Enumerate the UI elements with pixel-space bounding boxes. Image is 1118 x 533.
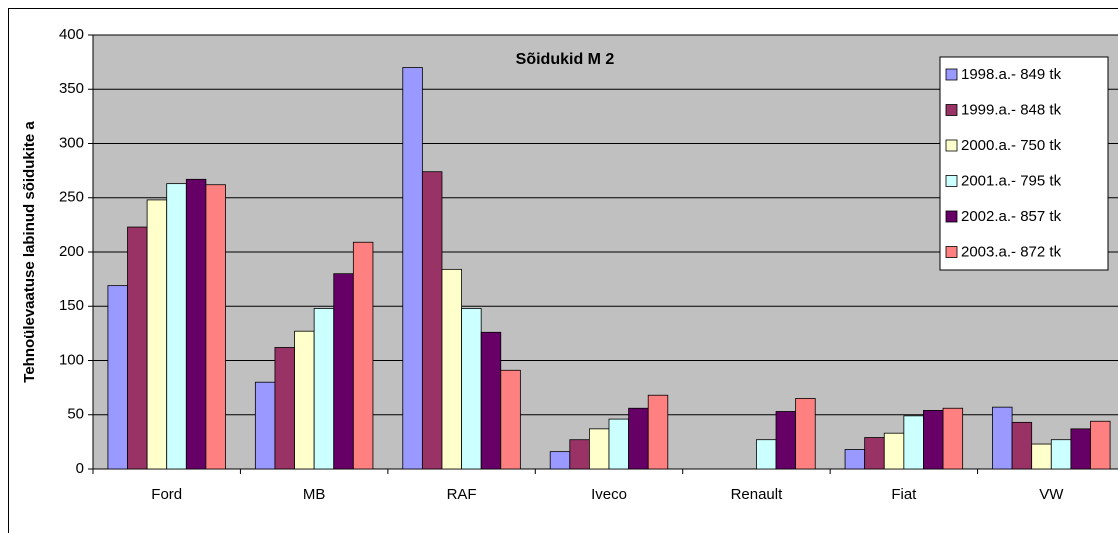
legend-label: 2001.a.- 795 tk bbox=[961, 172, 1062, 189]
legend-label: 1998.a.- 849 tk bbox=[961, 66, 1062, 83]
legend-box bbox=[939, 56, 1109, 271]
bar bbox=[402, 67, 423, 470]
bar bbox=[352, 241, 374, 470]
x-tick-label: RAF bbox=[447, 486, 477, 503]
legend-label: 2003.a.- 872 tk bbox=[961, 243, 1062, 260]
bar bbox=[569, 439, 590, 470]
legend-swatch bbox=[945, 104, 958, 116]
y-tick-label: 100 bbox=[59, 351, 84, 368]
y-tick-label: 350 bbox=[59, 80, 84, 97]
bar bbox=[1011, 421, 1033, 470]
bar bbox=[107, 285, 128, 470]
x-tick-label: Ford bbox=[151, 486, 182, 503]
bar bbox=[903, 415, 924, 470]
bar bbox=[992, 406, 1013, 470]
x-tick-label: Fiat bbox=[891, 486, 917, 503]
bar bbox=[942, 407, 964, 470]
x-tick-label: VW bbox=[1039, 486, 1064, 503]
x-tick-label: Renault bbox=[731, 486, 784, 503]
bar bbox=[1090, 420, 1111, 470]
y-tick-label: 0 bbox=[76, 460, 84, 477]
bar bbox=[589, 428, 610, 470]
bar bbox=[166, 183, 187, 470]
bar bbox=[127, 226, 148, 470]
bar bbox=[441, 268, 462, 470]
legend-swatch bbox=[945, 210, 958, 223]
bar bbox=[628, 407, 649, 470]
x-tick-label: Iveco bbox=[591, 486, 627, 503]
bar bbox=[608, 418, 630, 470]
bar bbox=[294, 330, 315, 470]
bar bbox=[864, 437, 885, 470]
bar bbox=[1070, 428, 1091, 470]
bar bbox=[421, 171, 443, 470]
bar bbox=[205, 184, 226, 470]
bar bbox=[883, 432, 905, 470]
legend-swatch bbox=[945, 175, 958, 187]
bar bbox=[274, 347, 295, 470]
bar bbox=[461, 308, 482, 470]
bar bbox=[333, 273, 354, 470]
bar bbox=[756, 439, 777, 470]
chart-title: Sõidukid M 2 bbox=[516, 51, 615, 68]
bar bbox=[185, 178, 207, 470]
legend-swatch bbox=[945, 68, 958, 81]
bar bbox=[775, 411, 797, 470]
bar bbox=[549, 451, 571, 470]
y-tick-label: 400 bbox=[59, 26, 84, 43]
legend-label: 1999.a.- 848 tk bbox=[961, 101, 1062, 118]
y-tick-label: 50 bbox=[67, 406, 84, 423]
bar bbox=[480, 331, 502, 470]
y-tick-label: 300 bbox=[59, 134, 84, 151]
y-tick-label: 250 bbox=[59, 189, 84, 206]
legend-label: 2002.a.- 857 tk bbox=[961, 208, 1062, 225]
bar bbox=[146, 199, 168, 470]
bar bbox=[923, 410, 944, 470]
bar bbox=[1050, 439, 1072, 470]
bar bbox=[647, 394, 669, 470]
bar bbox=[844, 449, 866, 470]
legend-swatch bbox=[945, 139, 958, 152]
y-tick-label: 200 bbox=[59, 243, 84, 260]
y-axis-label: Tehnoülevaatuse labinud sõidukite a bbox=[21, 121, 38, 383]
legend-swatch bbox=[945, 246, 958, 258]
x-tick-label: MB bbox=[303, 486, 326, 503]
bar bbox=[1031, 443, 1052, 470]
y-tick-label: 150 bbox=[59, 297, 84, 314]
bar bbox=[795, 398, 816, 470]
bar bbox=[254, 381, 276, 470]
legend-label: 2000.a.- 750 tk bbox=[961, 137, 1062, 154]
chart-border bbox=[8, 8, 1118, 533]
bar bbox=[500, 369, 521, 470]
bar bbox=[313, 308, 335, 470]
